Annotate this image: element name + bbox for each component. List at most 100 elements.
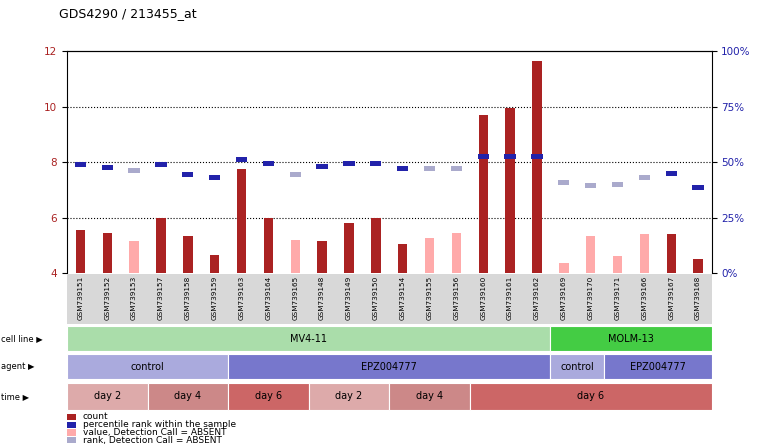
Text: GSM739156: GSM739156 [454,276,460,320]
Text: GSM739159: GSM739159 [212,276,218,320]
Text: GSM739167: GSM739167 [668,276,674,320]
Bar [228,383,309,409]
Bar [148,383,228,409]
Text: time ▶: time ▶ [1,392,29,401]
Bar [209,175,221,180]
Bar [371,218,380,273]
Bar [67,383,148,409]
Bar [397,166,409,171]
Text: GSM739170: GSM739170 [587,276,594,320]
Text: percentile rank within the sample: percentile rank within the sample [83,420,236,429]
Bar [505,108,514,273]
Bar [103,233,112,273]
Bar [102,165,113,170]
Text: GSM739163: GSM739163 [238,276,244,320]
Bar [317,164,328,169]
Text: GSM739164: GSM739164 [266,276,272,320]
Text: GSM739158: GSM739158 [185,276,191,320]
Text: GSM739160: GSM739160 [480,276,486,320]
Bar [558,180,569,186]
Bar [531,154,543,159]
Bar [370,161,381,166]
Text: MOLM-13: MOLM-13 [608,333,654,344]
Text: control: control [131,362,164,372]
Text: GSM739171: GSM739171 [615,276,620,320]
Bar [559,263,568,273]
Bar [693,259,703,273]
Text: GSM739157: GSM739157 [158,276,164,320]
Text: GSM739162: GSM739162 [534,276,540,320]
Text: GSM739150: GSM739150 [373,276,379,320]
Bar [638,175,650,180]
Bar [398,244,407,273]
Bar [155,163,167,167]
Text: GSM739165: GSM739165 [292,276,298,320]
Bar [550,354,604,380]
Text: cell line ▶: cell line ▶ [1,334,43,343]
Bar [75,163,86,167]
Text: GSM739149: GSM739149 [346,276,352,320]
Bar [604,354,712,380]
Bar [693,185,704,190]
Bar [67,326,550,351]
Bar [182,172,193,177]
Bar [210,255,219,273]
Bar [156,218,166,273]
Text: GSM739152: GSM739152 [104,276,110,320]
Bar [263,161,274,166]
Text: value, Detection Call = ABSENT: value, Detection Call = ABSENT [83,428,226,437]
Bar [479,115,488,273]
Text: day 2: day 2 [94,391,121,401]
Bar [309,383,390,409]
Bar [67,429,76,436]
Bar [667,234,676,273]
Bar [585,183,597,188]
Bar [424,166,435,171]
Bar [228,354,550,380]
Bar [129,241,139,273]
Bar [343,161,355,166]
Bar [129,168,140,173]
Text: GSM739151: GSM739151 [78,276,84,320]
Bar [550,326,712,351]
Text: GSM739153: GSM739153 [131,276,137,320]
Bar [237,169,247,273]
Bar [236,157,247,162]
Text: control: control [560,362,594,372]
Text: GSM739154: GSM739154 [400,276,406,320]
Bar [505,154,516,159]
Text: count: count [83,412,109,421]
Text: day 6: day 6 [255,391,282,401]
Bar [640,234,649,273]
Text: EPZ004777: EPZ004777 [361,362,417,372]
Bar [75,230,85,273]
Bar [451,166,462,171]
Bar [67,437,76,444]
Text: rank, Detection Call = ABSENT: rank, Detection Call = ABSENT [83,436,221,444]
Text: day 4: day 4 [174,391,202,401]
Text: MV4-11: MV4-11 [290,333,327,344]
Bar [344,223,354,273]
Bar [291,240,300,273]
Text: GSM739155: GSM739155 [426,276,432,320]
Text: GSM739169: GSM739169 [561,276,567,320]
Text: GSM739161: GSM739161 [507,276,513,320]
Bar [390,383,470,409]
Text: day 4: day 4 [416,391,443,401]
Bar [183,236,193,273]
Text: day 2: day 2 [336,391,362,401]
Bar [586,236,595,273]
Bar [470,383,712,409]
Text: GSM739166: GSM739166 [642,276,648,320]
Bar [67,414,76,420]
Bar [290,172,301,177]
Bar [613,257,622,273]
Bar [666,170,677,176]
Text: day 6: day 6 [577,391,604,401]
Bar [478,154,489,159]
Bar [264,218,273,273]
Bar [452,233,461,273]
Text: GDS4290 / 213455_at: GDS4290 / 213455_at [59,7,197,20]
Text: agent ▶: agent ▶ [1,362,34,371]
Bar [612,182,623,187]
